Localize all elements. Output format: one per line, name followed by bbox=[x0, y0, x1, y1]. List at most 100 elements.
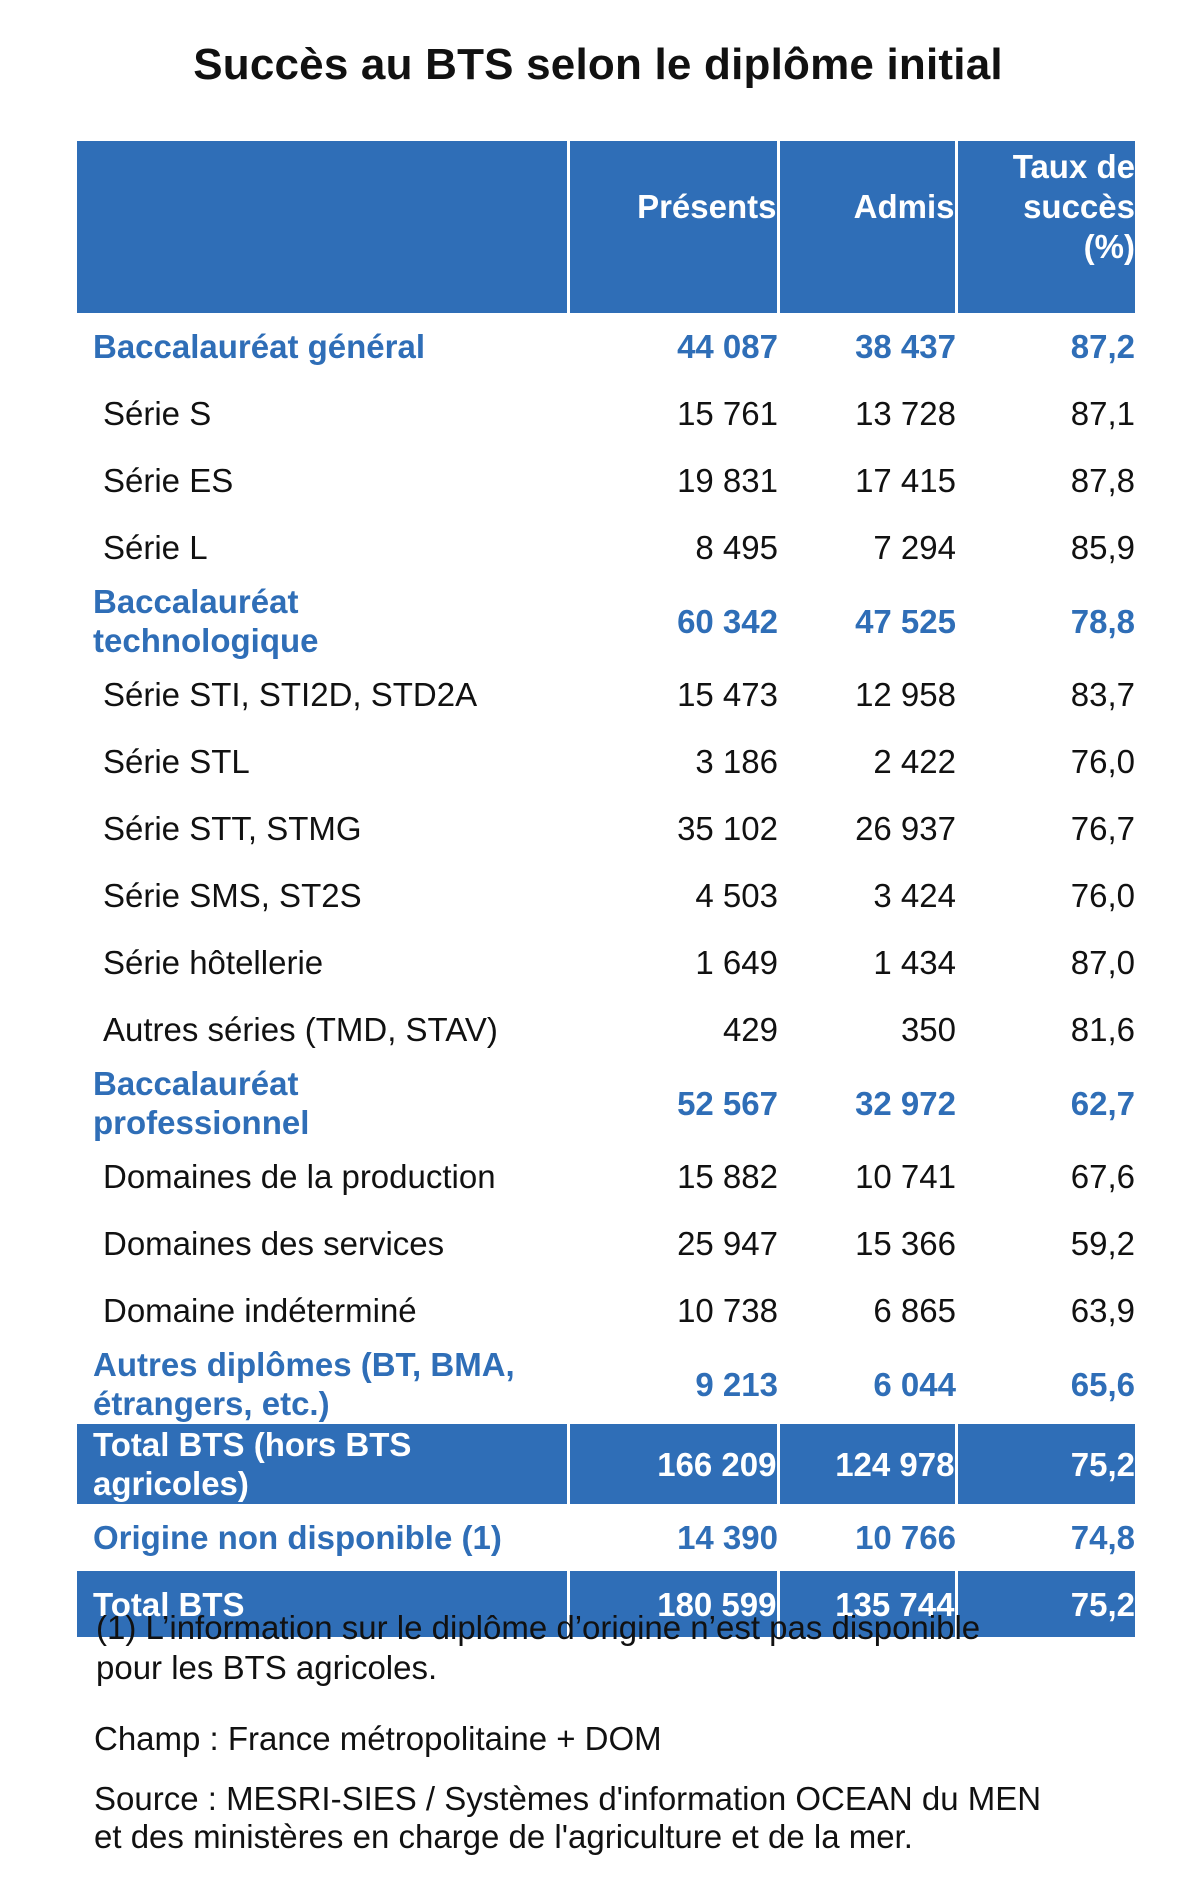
row-presents: 9 213 bbox=[695, 1365, 778, 1403]
row-label-line2: professionnel bbox=[93, 1104, 310, 1141]
row-taux: 81,6 bbox=[1070, 1011, 1135, 1048]
row-presents: 180 599 bbox=[566, 1571, 778, 1637]
table-row: Série hôtellerie 1 649 1 434 87,0 bbox=[77, 929, 1135, 996]
row-admis: 3 424 bbox=[873, 877, 956, 914]
row-label: Série STI, STI2D, STD2A bbox=[103, 676, 478, 713]
table-row-total-hors-agricoles: Total BTS (hors BTS agricoles) 166 209 1… bbox=[77, 1424, 1135, 1504]
row-presents: 60 342 bbox=[677, 602, 778, 640]
row-admis: 47 525 bbox=[855, 602, 956, 640]
row-taux: 78,8 bbox=[1070, 602, 1135, 640]
row-admis: 7 294 bbox=[873, 529, 956, 566]
row-label: Domaines de la production bbox=[103, 1158, 496, 1195]
table-row: Série L 8 495 7 294 85,9 bbox=[77, 514, 1135, 581]
row-label-line1: Baccalauréat bbox=[93, 583, 299, 620]
row-taux: 75,2 bbox=[954, 1424, 1135, 1504]
header-taux-line1: Taux de bbox=[1012, 148, 1135, 185]
header-admis: Admis bbox=[776, 141, 956, 313]
table-row: Domaines de la production 15 882 10 741 … bbox=[77, 1143, 1135, 1210]
row-taux: 76,7 bbox=[1070, 810, 1135, 847]
row-presents: 44 087 bbox=[677, 328, 778, 365]
row-label: Série ES bbox=[103, 462, 234, 499]
row-taux: 75,2 bbox=[954, 1571, 1135, 1637]
row-admis: 32 972 bbox=[855, 1084, 956, 1122]
footnote: (1) L’information sur le diplôme d’origi… bbox=[96, 1608, 1136, 1688]
row-taux: 76,0 bbox=[1070, 877, 1135, 914]
footnote-line2: pour les BTS agricoles. bbox=[96, 1649, 438, 1686]
footnote-line1: (1) L’information sur le diplôme d’origi… bbox=[96, 1609, 981, 1646]
row-admis: 15 366 bbox=[855, 1225, 956, 1262]
row-label: Série L bbox=[103, 529, 208, 566]
row-label: Domaines des services bbox=[103, 1225, 445, 1262]
row-presents: 166 209 bbox=[566, 1424, 778, 1504]
row-admis: 12 958 bbox=[855, 676, 956, 713]
source-line1: Source : MESRI-SIES / Systèmes d'informa… bbox=[94, 1780, 1042, 1817]
row-admis: 10 766 bbox=[855, 1519, 956, 1556]
table-row: Domaine indéterminé 10 738 6 865 63,9 bbox=[77, 1277, 1135, 1344]
table-row: Série SMS, ST2S 4 503 3 424 76,0 bbox=[77, 862, 1135, 929]
row-label-line2: étrangers, etc.) bbox=[93, 1385, 330, 1422]
row-admis: 6 044 bbox=[873, 1365, 956, 1403]
table-row: Baccalauréat technologique 60 342 47 525… bbox=[77, 581, 1135, 661]
row-admis: 124 978 bbox=[776, 1424, 956, 1504]
row-label-line1: Autres diplômes (BT, BMA, bbox=[93, 1346, 515, 1383]
table-row: Série STL 3 186 2 422 76,0 bbox=[77, 728, 1135, 795]
row-label: Baccalauréat professionnel bbox=[77, 1063, 568, 1143]
row-label: Série SMS, ST2S bbox=[103, 877, 362, 914]
header-taux-line2: succès bbox=[1023, 188, 1135, 225]
row-taux: 87,1 bbox=[1070, 395, 1135, 432]
row-presents: 10 738 bbox=[677, 1292, 778, 1329]
row-taux: 87,0 bbox=[1070, 944, 1135, 981]
row-label-line1: Total BTS (hors BTS bbox=[93, 1426, 412, 1463]
table-row-total: Total BTS 180 599 135 744 75,2 bbox=[77, 1571, 1135, 1637]
row-presents: 4 503 bbox=[695, 877, 778, 914]
table-row: Baccalauréat général 44 087 38 437 87,2 bbox=[77, 313, 1135, 380]
row-taux: 87,8 bbox=[1070, 462, 1135, 499]
row-admis: 135 744 bbox=[776, 1571, 956, 1637]
row-label: Total BTS (hors BTS agricoles) bbox=[77, 1424, 568, 1504]
row-presents: 25 947 bbox=[677, 1225, 778, 1262]
page-title: Succès au BTS selon le diplôme initial bbox=[193, 40, 1003, 89]
row-presents: 8 495 bbox=[695, 529, 778, 566]
row-label: Total BTS bbox=[77, 1571, 568, 1637]
row-admis: 17 415 bbox=[855, 462, 956, 499]
row-presents: 15 882 bbox=[677, 1158, 778, 1195]
source-note: Source : MESRI-SIES / Systèmes d'informa… bbox=[94, 1780, 1154, 1856]
row-taux: 67,6 bbox=[1070, 1158, 1135, 1195]
row-label: Baccalauréat général bbox=[93, 328, 426, 365]
row-label: Baccalauréat technologique bbox=[77, 581, 568, 661]
header-presents: Présents bbox=[566, 141, 778, 313]
table-row: Autres diplômes (BT, BMA, étrangers, etc… bbox=[77, 1344, 1135, 1424]
table-row: Série S 15 761 13 728 87,1 bbox=[77, 380, 1135, 447]
row-presents: 19 831 bbox=[677, 462, 778, 499]
row-presents: 3 186 bbox=[695, 743, 778, 780]
header-taux-line3: (%) bbox=[1083, 228, 1135, 265]
row-presents: 14 390 bbox=[677, 1519, 778, 1556]
row-label: Origine non disponible (1) bbox=[93, 1519, 502, 1556]
table-row: Origine non disponible (1) 14 390 10 766… bbox=[77, 1504, 1135, 1571]
row-admis: 26 937 bbox=[855, 810, 956, 847]
row-label-line2: technologique bbox=[93, 622, 319, 659]
row-taux: 63,9 bbox=[1070, 1292, 1135, 1329]
row-label: Série STL bbox=[103, 743, 250, 780]
table-header-row: Présents Admis Taux de succès (%) bbox=[77, 141, 1135, 313]
row-presents: 1 649 bbox=[695, 944, 778, 981]
row-admis: 10 741 bbox=[855, 1158, 956, 1195]
table-row: Série STT, STMG 35 102 26 937 76,7 bbox=[77, 795, 1135, 862]
row-presents: 429 bbox=[722, 1011, 778, 1048]
row-taux: 83,7 bbox=[1070, 676, 1135, 713]
table-row: Série STI, STI2D, STD2A 15 473 12 958 83… bbox=[77, 661, 1135, 728]
header-taux: Taux de succès (%) bbox=[954, 141, 1135, 313]
row-presents: 15 473 bbox=[677, 676, 778, 713]
champ-note: Champ : France métropolitaine + DOM bbox=[94, 1720, 662, 1757]
row-taux: 87,2 bbox=[1070, 328, 1135, 365]
table-row: Domaines des services 25 947 15 366 59,2 bbox=[77, 1210, 1135, 1277]
row-admis: 13 728 bbox=[855, 395, 956, 432]
row-presents: 35 102 bbox=[677, 810, 778, 847]
row-label-line1: Baccalauréat bbox=[93, 1065, 299, 1102]
row-presents: 52 567 bbox=[677, 1084, 778, 1122]
row-label: Série STT, STMG bbox=[103, 810, 362, 847]
row-label: Série hôtellerie bbox=[103, 944, 324, 981]
results-table: Présents Admis Taux de succès (%) Baccal… bbox=[77, 141, 1135, 1637]
row-label: Autres diplômes (BT, BMA, étrangers, etc… bbox=[77, 1344, 568, 1424]
row-label: Domaine indéterminé bbox=[103, 1292, 417, 1329]
